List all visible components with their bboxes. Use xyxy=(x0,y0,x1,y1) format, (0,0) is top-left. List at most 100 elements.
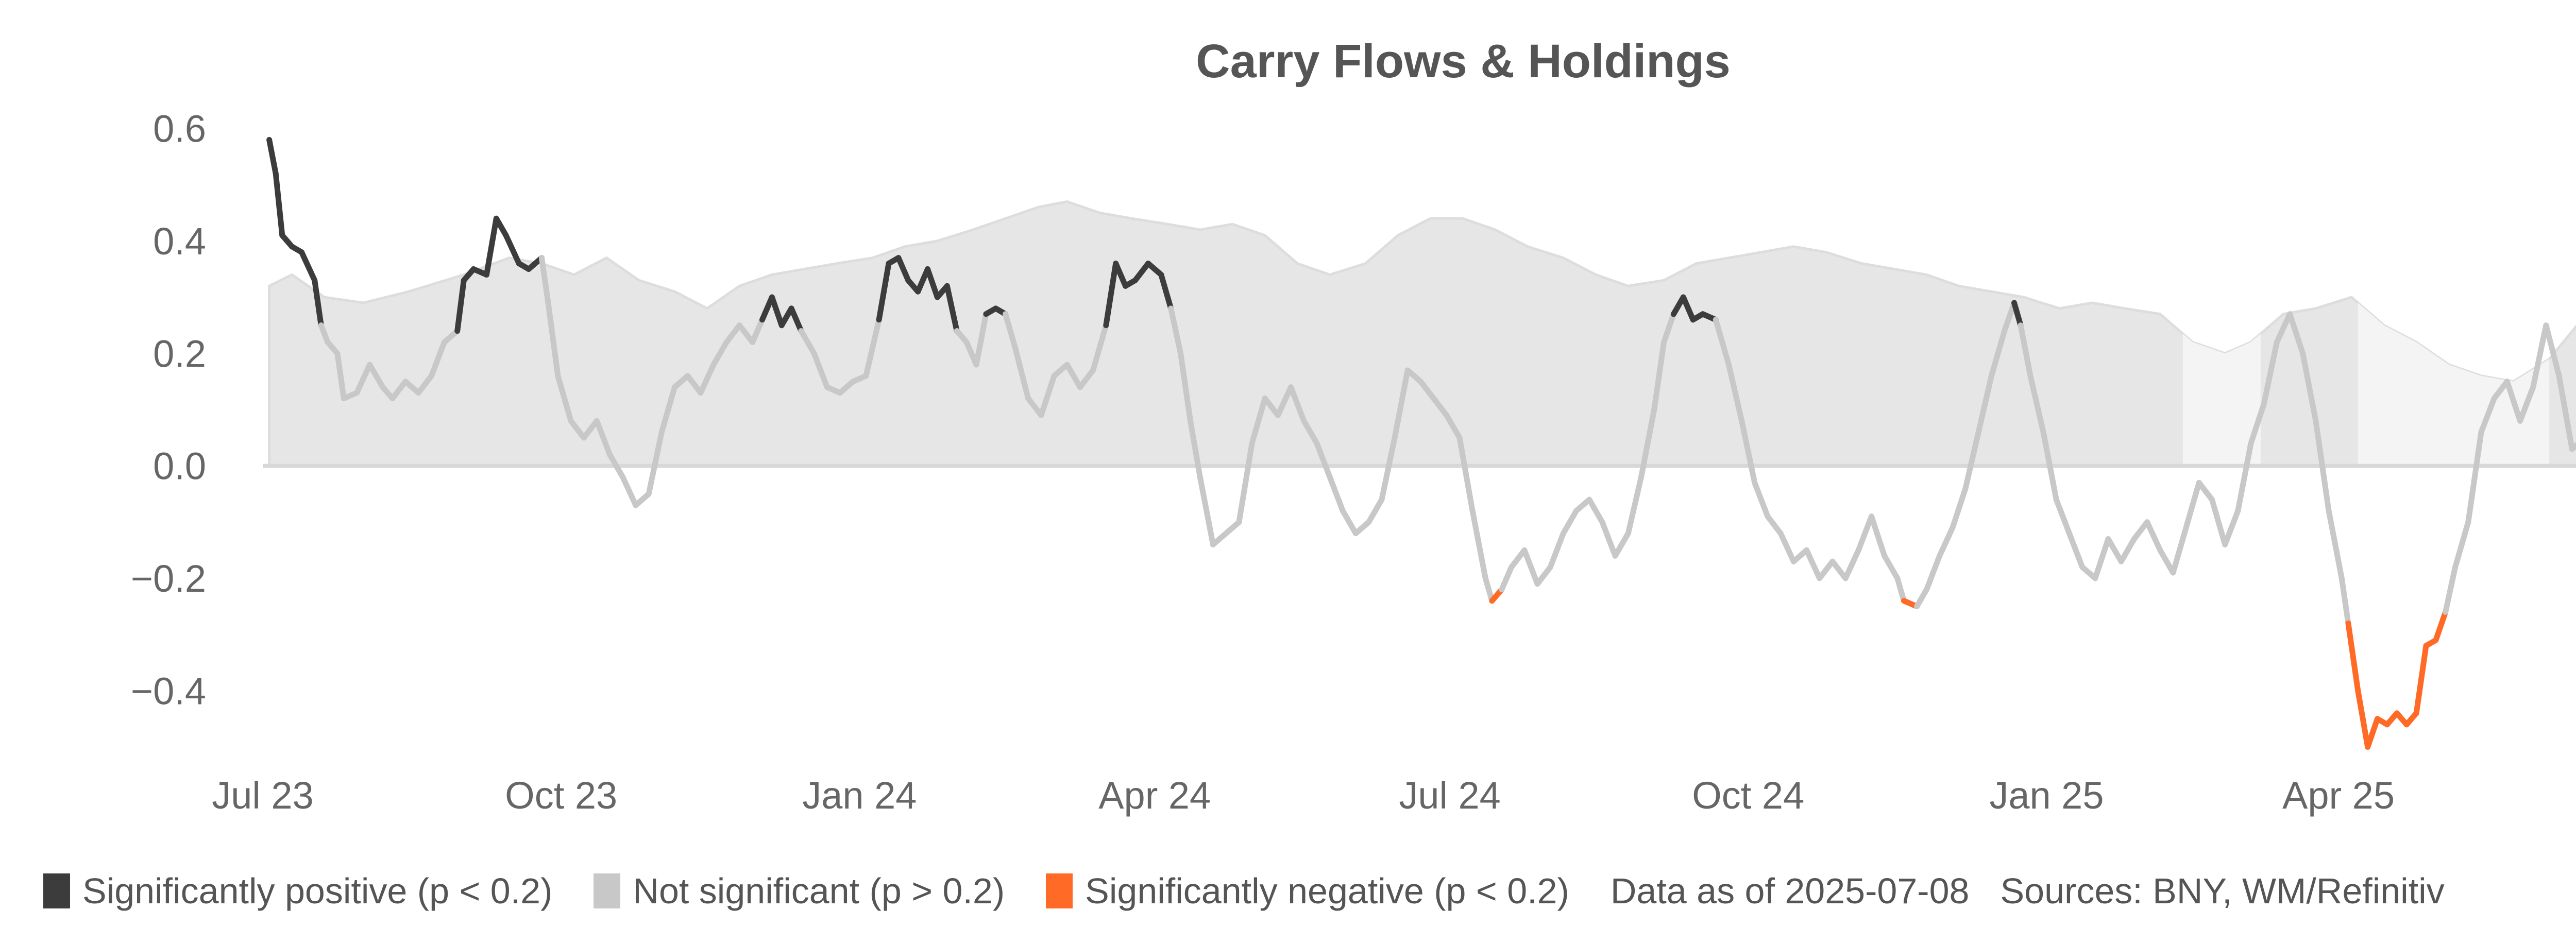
flow-segment-not-significant xyxy=(1197,474,1216,547)
flow-segment-positive xyxy=(454,277,467,334)
flow-segment-not-significant xyxy=(1188,418,1203,480)
flow-segment-not-significant xyxy=(607,452,626,480)
legend-item-not-significant: Not significant (p > 0.2) xyxy=(594,870,1005,912)
flow-segment-not-significant xyxy=(1752,479,1771,520)
flow-segment-not-significant xyxy=(2478,396,2497,435)
flow-segment-not-significant xyxy=(1038,373,1057,418)
flow-segment-positive xyxy=(493,215,509,238)
flow-segment-not-significant xyxy=(1236,440,1255,525)
x-tick-label: Apr 25 xyxy=(2282,774,2395,817)
flow-segment-not-significant xyxy=(1327,474,1346,514)
flow-segment-not-significant xyxy=(1638,406,1657,480)
flow-segment-not-significant xyxy=(1547,530,1566,570)
flow-segment-not-significant xyxy=(2300,350,2319,424)
flow-segment-not-significant xyxy=(723,322,742,345)
flow-segment-not-significant xyxy=(2144,519,2163,553)
flow-segment-not-significant xyxy=(2222,508,2241,547)
flow-segment-not-significant xyxy=(1625,474,1644,537)
flow-segment-not-significant xyxy=(658,384,677,435)
flow-segment-not-significant xyxy=(1829,558,1849,581)
flow-segment-not-significant xyxy=(2018,322,2033,379)
flow-segment-not-significant xyxy=(1025,396,1044,418)
flow-segment-not-significant xyxy=(2443,564,2459,615)
flow-segment-positive xyxy=(483,215,499,278)
flow-segment-not-significant xyxy=(1090,322,1109,373)
flow-segment-not-significant xyxy=(2209,496,2228,547)
flow-segment-not-significant xyxy=(2118,536,2137,564)
flow-segment-not-significant xyxy=(1417,379,1437,402)
flow-segment-positive xyxy=(876,261,892,323)
legend-label-not-significant: Not significant (p > 0.2) xyxy=(633,871,1005,911)
flow-segment-not-significant xyxy=(798,328,817,356)
flow-segment-not-significant xyxy=(973,311,989,368)
y-tick-label: 0.2 xyxy=(153,332,206,375)
flow-segment-not-significant xyxy=(389,379,409,402)
flows-line xyxy=(266,136,2576,750)
flow-segment-not-significant xyxy=(1444,412,1463,441)
flow-segment-not-significant xyxy=(2274,311,2293,345)
x-tick-label: Oct 23 xyxy=(505,774,617,817)
flow-segment-not-significant xyxy=(685,373,704,396)
flow-segment-not-significant xyxy=(1249,396,1268,447)
flow-segment-not-significant xyxy=(2066,530,2086,570)
flow-segment-not-significant xyxy=(2248,401,2267,447)
flow-segment-not-significant xyxy=(1560,508,1580,537)
flow-segment-not-significant xyxy=(2338,575,2351,626)
flow-segment-not-significant xyxy=(2569,441,2576,452)
flow-segment-positive xyxy=(895,255,911,283)
flow-segment-not-significant xyxy=(1726,362,1745,424)
y-tick-label: −0.2 xyxy=(131,557,206,600)
y-tick-label: 0.0 xyxy=(153,445,206,488)
legend-item-negative: Significantly negative (p < 0.2) xyxy=(1046,870,1569,912)
flow-segment-not-significant xyxy=(1713,317,1732,368)
holdings-area xyxy=(268,200,2576,468)
y-tick-label: −0.4 xyxy=(131,670,206,712)
flow-segment-not-significant xyxy=(594,418,613,458)
data-as-of-note: Data as of 2025-07-08 xyxy=(1610,871,1970,911)
flow-segment-not-significant xyxy=(2465,429,2484,525)
flow-segment-not-significant xyxy=(1777,530,1797,564)
flow-segment-not-significant xyxy=(1914,587,1929,609)
flow-segment-negative xyxy=(2413,643,2429,716)
flow-segment-not-significant xyxy=(1431,396,1450,418)
flow-segment-not-significant xyxy=(354,362,373,396)
flow-segment-not-significant xyxy=(2287,311,2306,356)
flow-segment-not-significant xyxy=(2504,379,2523,424)
flow-segment-positive xyxy=(2011,300,2024,329)
sources-note: Sources: BNY, WM/Refinitiv xyxy=(2000,871,2445,911)
flow-segment-not-significant xyxy=(1894,575,1907,604)
x-tick-label: Oct 24 xyxy=(1692,774,1804,817)
flow-segment-not-significant xyxy=(1534,564,1553,587)
flow-segment-not-significant xyxy=(581,418,600,441)
flow-segment-not-significant xyxy=(1869,513,1888,559)
flow-segment-not-significant xyxy=(811,350,830,390)
flow-segment-not-significant xyxy=(568,418,587,441)
holdings-area-faded-0 xyxy=(2182,201,2261,466)
flow-segment-not-significant xyxy=(1482,575,1495,604)
flow-segment-negative xyxy=(2433,609,2449,643)
flow-segment-not-significant xyxy=(367,362,386,390)
flow-segment-not-significant xyxy=(2517,384,2536,424)
flow-segment-not-significant xyxy=(2131,519,2150,542)
x-tick-label: Apr 24 xyxy=(1098,774,1211,817)
flow-segment-not-significant xyxy=(1168,305,1184,356)
flow-segment-not-significant xyxy=(633,491,652,508)
flow-segment-negative xyxy=(2365,716,2380,750)
flow-segment-not-significant xyxy=(1404,367,1423,385)
flow-segment-not-significant xyxy=(1210,530,1229,547)
flow-segment-positive xyxy=(944,283,960,334)
flow-segment-not-significant xyxy=(736,322,756,345)
flow-segment-not-significant xyxy=(2543,322,2562,379)
flow-segment-not-significant xyxy=(1950,485,1969,531)
x-axis-ticks: Jul 23 Oct 23 Jan 24 Apr 24 Jul 24 Oct 24 Jan … xyxy=(212,774,2395,817)
flow-segment-not-significant xyxy=(2170,525,2189,576)
flow-segment-not-significant xyxy=(1178,350,1193,424)
legend: Significantly positive (p < 0.2) Not sig… xyxy=(43,865,2576,917)
flow-segment-not-significant xyxy=(1077,367,1096,390)
flow-segment-not-significant xyxy=(1288,384,1307,424)
flow-segment-not-significant xyxy=(2235,440,2254,514)
legend-label-negative: Significantly negative (p < 0.2) xyxy=(1085,871,1569,911)
flow-segment-not-significant xyxy=(646,429,665,497)
flow-segment-positive xyxy=(1145,261,1164,278)
flow-segment-not-significant xyxy=(1499,564,1515,593)
